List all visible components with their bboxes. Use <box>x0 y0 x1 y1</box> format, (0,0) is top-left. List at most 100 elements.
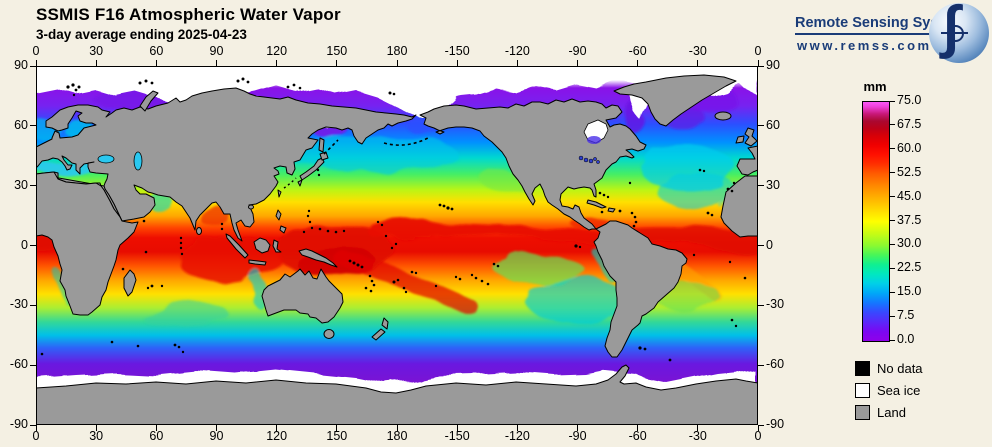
land-masses <box>36 74 758 425</box>
colorbar-tick <box>889 315 895 317</box>
lon-tick-bottom <box>697 425 699 431</box>
inland-water <box>97 119 609 171</box>
lon-label-bottom: 0 <box>32 429 40 443</box>
lat-label-left: 30 <box>14 177 28 192</box>
colorbar <box>862 101 890 342</box>
lat-label-right: 0 <box>766 237 773 252</box>
nz-south <box>371 328 386 341</box>
lat-label-left: -60 <box>9 357 28 372</box>
colorbar-tick-label: 52.5 <box>897 164 922 179</box>
hispaniola <box>607 207 616 213</box>
legend-swatch <box>855 361 870 376</box>
lat-label-left: 60 <box>14 117 28 132</box>
lon-label-bottom: -30 <box>688 429 707 443</box>
novaya-zemlya <box>139 90 159 112</box>
lat-tick-left <box>30 65 36 67</box>
lat-label-right: -60 <box>766 357 785 372</box>
lon-tick-bottom <box>216 425 217 431</box>
lat-label-right: -90 <box>766 417 785 431</box>
lat-tick-left <box>30 364 36 366</box>
lon-tick-bottom <box>757 425 759 431</box>
lon-tick-bottom <box>95 425 97 431</box>
lon-label-top: 0 <box>32 44 40 58</box>
lat-label-left: 0 <box>21 237 28 252</box>
lon-label-top: 30 <box>89 44 104 58</box>
lat-tick-right <box>758 125 764 127</box>
lat-tick-left <box>30 125 36 127</box>
lat-label-right: 60 <box>766 117 780 132</box>
lon-tick-bottom <box>396 425 398 431</box>
colorbar-tick-label: 15.0 <box>897 284 922 299</box>
colorbar-tick <box>889 172 895 174</box>
lon-tick-bottom <box>516 425 518 431</box>
logo-url: www.remss.com <box>797 38 932 53</box>
lon-label-bottom: 60 <box>149 429 164 443</box>
no-data-specks <box>40 77 747 362</box>
africa-main <box>36 171 139 316</box>
logo-underline <box>795 33 963 35</box>
colorbar-tick <box>889 291 895 293</box>
colorbar-tick-label: 7.5 <box>897 308 915 323</box>
lon-tick-top <box>155 60 157 66</box>
sakhalin <box>318 137 325 153</box>
lon-tick-top <box>637 60 639 66</box>
lon-label-bottom: 0 <box>754 429 762 443</box>
colorbar-tick <box>889 196 895 198</box>
new-guinea <box>298 248 338 268</box>
lon-label-top: 180 <box>386 44 408 58</box>
lat-tick-left <box>30 424 36 426</box>
france-iberia <box>736 145 758 176</box>
colorbar-tick-label: 45.0 <box>897 188 922 203</box>
lon-tick-top <box>336 60 338 66</box>
lat-label-left: -90 <box>9 417 28 431</box>
borneo <box>253 237 271 254</box>
south-america <box>593 220 688 358</box>
lat-tick-right <box>758 245 764 246</box>
madagascar <box>123 269 137 297</box>
lon-tick-top <box>95 60 97 66</box>
lon-label-bottom: 180 <box>386 429 408 443</box>
ireland <box>735 135 745 144</box>
australia <box>261 268 344 324</box>
lon-label-top: 150 <box>326 44 348 58</box>
lon-label-top: 60 <box>149 44 164 58</box>
sri-lanka <box>196 227 202 235</box>
colorbar-tick-label: 30.0 <box>897 236 922 251</box>
lon-label-bottom: 30 <box>89 429 104 443</box>
lon-label-top: -90 <box>568 44 587 58</box>
lon-tick-top <box>516 60 518 66</box>
lon-tick-top <box>276 60 278 66</box>
lat-tick-left <box>30 185 36 187</box>
luzon <box>275 209 282 221</box>
legend-label: Sea ice <box>877 383 921 398</box>
java <box>248 259 267 266</box>
page-subtitle: 3-day average ending 2025-04-23 <box>36 27 247 42</box>
lat-tick-left <box>30 304 36 306</box>
legend-swatch <box>855 383 870 398</box>
colorbar-tick-label: 67.5 <box>897 116 922 131</box>
colorbar-tick-label: 75.0 <box>897 93 922 107</box>
colorbar-tick-label: 0.0 <box>897 332 915 346</box>
lon-label-top: -120 <box>504 44 530 58</box>
lon-tick-bottom <box>155 425 157 431</box>
colorbar-unit: mm <box>863 79 887 94</box>
lon-tick-top <box>456 60 458 66</box>
tasmania <box>323 329 335 339</box>
lon-label-top: 120 <box>266 44 288 58</box>
lon-tick-bottom <box>35 425 37 431</box>
lon-label-bottom: 150 <box>326 429 348 443</box>
colorbar-tick <box>889 124 895 126</box>
lon-tick-top <box>216 60 217 66</box>
lon-label-top: -30 <box>688 44 707 58</box>
lon-tick-top <box>396 60 398 66</box>
lon-label-top: 90 <box>209 44 224 58</box>
colorbar-tick <box>889 243 895 245</box>
lon-tick-top <box>577 60 578 66</box>
lon-tick-top <box>757 60 759 66</box>
lat-label-left: -30 <box>9 297 28 312</box>
lat-label-right: 30 <box>766 177 780 192</box>
lon-tick-bottom <box>276 425 278 431</box>
lon-label-bottom: -120 <box>504 429 530 443</box>
legend-swatch <box>855 405 870 420</box>
legend-label: Land <box>877 405 906 420</box>
